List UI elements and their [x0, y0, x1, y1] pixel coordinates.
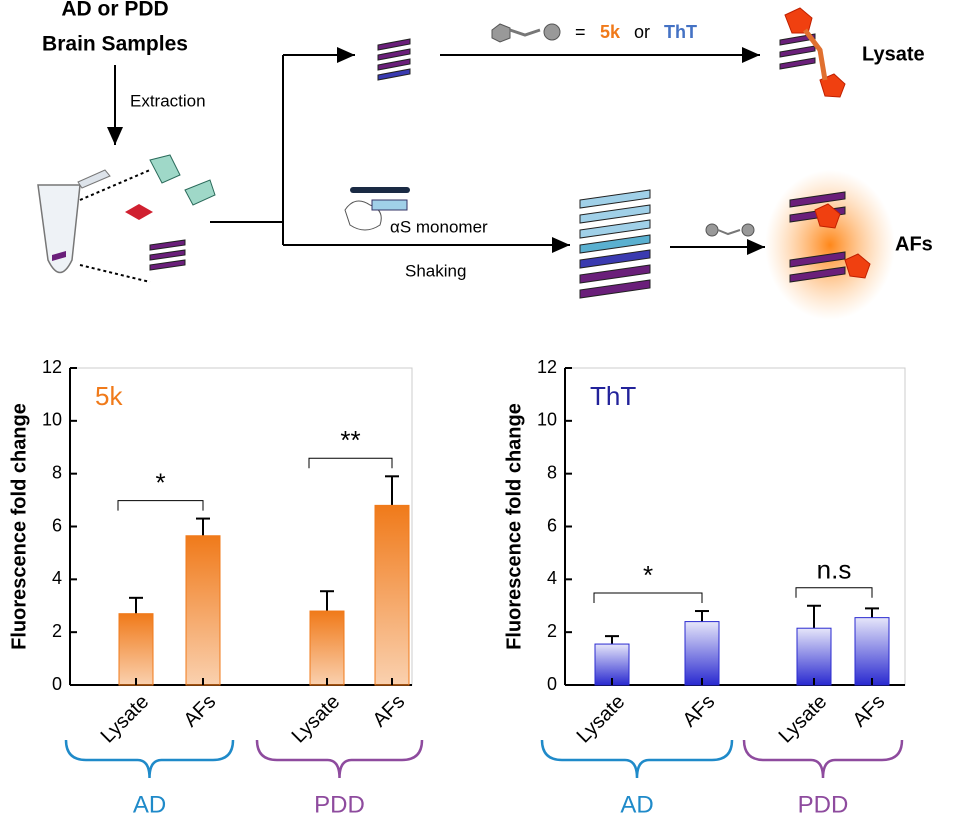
group-brace	[742, 739, 904, 779]
label: Lysate	[862, 43, 925, 65]
label: ThT	[664, 22, 697, 42]
x-tick-label: Lysate	[573, 691, 630, 748]
group-label: AD	[620, 791, 653, 818]
zoom-line	[79, 169, 151, 201]
fibril	[149, 239, 186, 271]
fibril	[377, 38, 411, 81]
protein	[125, 204, 153, 220]
chart-label: 5k	[95, 381, 123, 411]
monomer-icon	[371, 199, 408, 211]
y-tick-label: 8	[52, 462, 62, 482]
bar	[185, 535, 221, 686]
significance-bracket	[308, 457, 393, 469]
significance-label: **	[340, 425, 360, 455]
group-brace	[540, 739, 734, 779]
x-tick-label: AFs	[180, 691, 221, 732]
zoom-line	[79, 264, 151, 283]
monomer-icon	[344, 200, 382, 231]
bar	[854, 617, 890, 686]
significance-bracket	[795, 587, 873, 598]
significance-bracket	[117, 500, 204, 511]
x-tick-label: Lysate	[775, 691, 832, 748]
diagram: AD or PDD Brain Samples Extraction = 5k …	[37, 0, 933, 320]
y-axis-label: Fluorescence fold change	[8, 403, 30, 650]
group-label: PDD	[314, 791, 365, 818]
y-tick-label: 10	[537, 410, 557, 430]
x-tick-label: AFs	[849, 691, 890, 732]
y-tick-label: 8	[547, 462, 557, 482]
tube	[37, 184, 81, 274]
y-tick-label: 2	[547, 621, 557, 641]
sample-title: Brain Samples	[42, 33, 188, 56]
group-brace	[255, 739, 424, 779]
bar	[796, 627, 832, 686]
group-brace	[64, 739, 235, 779]
bar	[309, 610, 345, 686]
x-tick-label: AFs	[369, 691, 410, 732]
group-label: AD	[133, 791, 166, 818]
pellet	[52, 251, 66, 261]
y-tick-label: 4	[547, 568, 557, 588]
group-label: PDD	[798, 791, 849, 818]
x-tick-label: AFs	[679, 691, 720, 732]
fibril	[579, 189, 651, 299]
label: Extraction	[130, 91, 206, 110]
y-tick-label: 6	[547, 515, 557, 535]
label: αS monomer	[390, 217, 488, 236]
bound-probe	[779, 7, 846, 98]
bound-probe	[765, 170, 895, 320]
bar	[118, 613, 154, 686]
protein	[149, 154, 216, 206]
y-tick-label: 0	[52, 674, 62, 694]
label: AFs	[895, 233, 933, 255]
tube-cap	[77, 169, 111, 189]
y-tick-label: 12	[537, 357, 557, 377]
label: 5k	[600, 22, 621, 42]
y-axis-label: Fluorescence fold change	[503, 403, 525, 650]
connector	[210, 55, 284, 245]
y-tick-label: 10	[42, 410, 62, 430]
x-tick-label: Lysate	[288, 691, 345, 748]
bar	[684, 621, 720, 686]
monomer-icon	[350, 187, 410, 193]
y-tick-label: 6	[52, 515, 62, 535]
bar	[374, 504, 410, 686]
significance-label: n.s	[817, 555, 852, 585]
probe-icon	[491, 23, 561, 43]
label: or	[634, 22, 650, 42]
chart-label: ThT	[590, 381, 636, 411]
plot-frame	[564, 367, 906, 686]
probe-icon	[705, 223, 755, 237]
label: Shaking	[405, 261, 466, 280]
y-tick-label: 4	[52, 568, 62, 588]
label: =	[575, 22, 586, 42]
significance-bracket	[593, 592, 703, 604]
sample-title: AD or PDD	[61, 0, 168, 21]
y-tick-label: 12	[42, 357, 62, 377]
y-tick-label: 0	[547, 674, 557, 694]
x-tick-label: Lysate	[97, 691, 154, 748]
significance-label: *	[155, 467, 165, 497]
significance-label: *	[643, 560, 653, 590]
y-tick-label: 2	[52, 621, 62, 641]
